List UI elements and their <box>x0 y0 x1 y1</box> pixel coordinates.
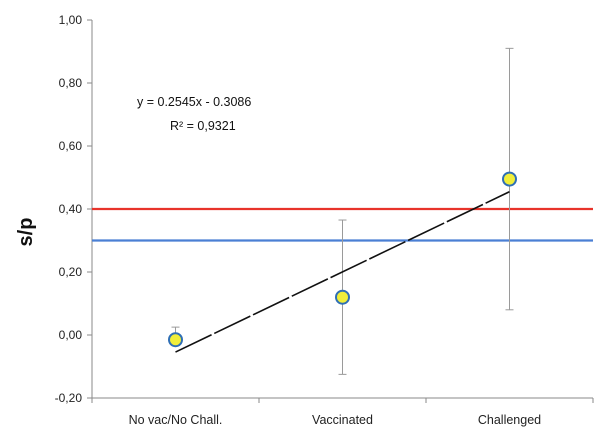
data-point <box>502 171 517 187</box>
y-tick-label: 0,20 <box>59 265 83 279</box>
y-tick-label: 0,00 <box>59 328 83 342</box>
y-tick-label: 0,80 <box>59 76 83 90</box>
trendline-equation: y = 0.2545x - 0.3086 <box>137 95 251 109</box>
axes-group <box>87 19 594 403</box>
trendline-group <box>175 190 510 353</box>
y-axis-label: s/p <box>15 218 37 247</box>
trendline <box>175 190 510 353</box>
y-tick-label: 0,40 <box>59 202 83 216</box>
data-point <box>168 332 183 348</box>
trendline-r2: R² = 0,9321 <box>170 119 236 133</box>
y-tick-label: 0,60 <box>59 139 83 153</box>
x-category-label: Challenged <box>478 413 541 427</box>
labels-group: -0,20 0,00 0,20 0,40 0,60 0,80 1,00 No vac/No C… <box>55 13 542 427</box>
y-tick-label: 1,00 <box>59 13 83 27</box>
points-group <box>168 171 517 348</box>
data-point <box>335 289 350 305</box>
y-tick-label: -0,20 <box>55 391 83 405</box>
x-category-label: Vaccinated <box>312 413 373 427</box>
x-category-label: No vac/No Chall. <box>129 413 223 427</box>
